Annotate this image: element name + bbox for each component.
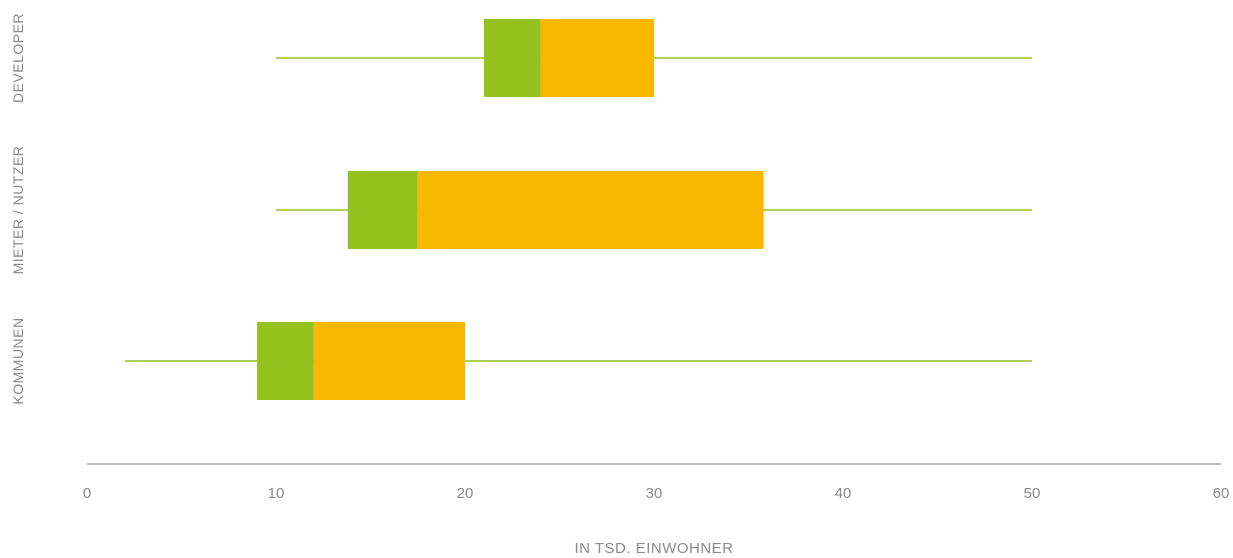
box-upper-kommunen xyxy=(313,322,465,400)
box-lower-developer xyxy=(483,19,541,97)
box-upper-mieter-nutzer xyxy=(417,171,764,249)
x-tick-labels: 0 10 20 30 40 50 60 xyxy=(83,485,1230,502)
box-upper-developer xyxy=(540,19,654,97)
category-labels: DEVELOPER MIETER / NUTZER KOMMUNEN xyxy=(10,13,26,405)
box-lower-mieter-nutzer xyxy=(347,171,418,249)
box-lower-kommunen xyxy=(257,322,314,400)
category-label: DEVELOPER xyxy=(10,13,26,103)
category-label: MIETER / NUTZER xyxy=(10,146,26,275)
x-axis-title: IN TSD. EINWOHNER xyxy=(574,540,733,557)
x-tick-label: 40 xyxy=(835,485,852,502)
x-tick-label: 20 xyxy=(457,485,474,502)
category-label: KOMMUNEN xyxy=(10,317,26,404)
x-tick-label: 10 xyxy=(268,485,285,502)
x-tick-label: 50 xyxy=(1024,485,1041,502)
x-tick-label: 30 xyxy=(646,485,663,502)
x-tick-label: 60 xyxy=(1213,485,1230,502)
x-tick-label: 0 xyxy=(83,485,91,502)
boxes-layer xyxy=(124,19,1032,400)
